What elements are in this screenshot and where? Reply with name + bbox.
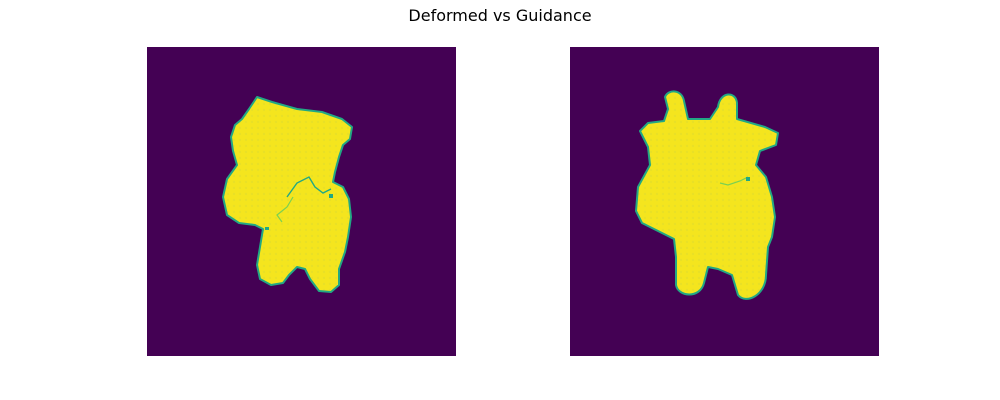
figure-title: Deformed vs Guidance [408,6,592,25]
deformed-mask-image [147,47,456,356]
seam-line [276,196,294,223]
guidance-cow-silhouette [635,90,779,300]
guidance-image-panel [570,47,879,356]
seam-spot [329,194,333,198]
deformed-image-panel [147,47,456,356]
seam-line [719,176,749,186]
seam-line [286,176,332,198]
guidance-mask-image [570,47,879,356]
deformed-cow-silhouette [222,96,353,293]
seam-spot [265,227,269,230]
seam-spot [746,177,750,181]
